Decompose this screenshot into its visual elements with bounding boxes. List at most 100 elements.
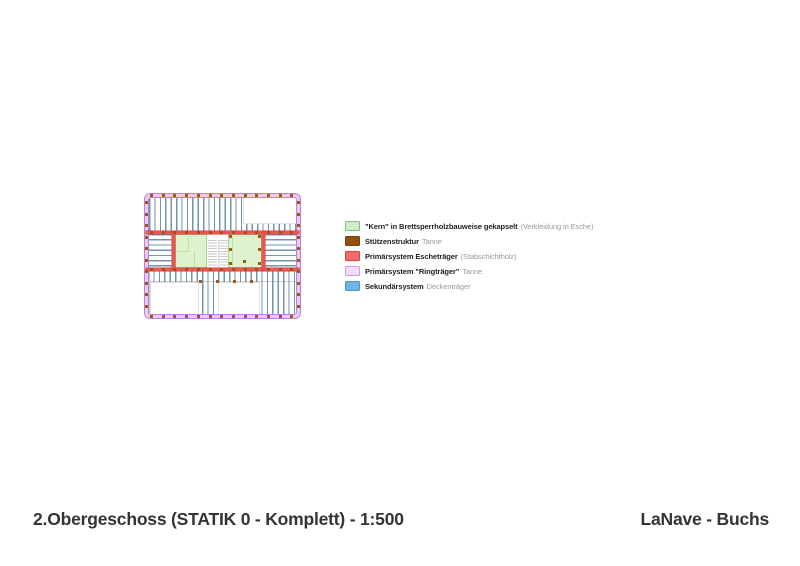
legend-label: Primärsystem Escheträger <box>365 251 458 261</box>
ring-girder-border <box>144 193 301 319</box>
column-dot <box>267 315 270 318</box>
column-dot <box>145 235 148 239</box>
legend-swatch <box>345 266 360 276</box>
column-dot <box>297 270 300 273</box>
legend-swatch <box>345 281 360 291</box>
column-dot <box>297 247 300 250</box>
column-dot <box>196 315 200 318</box>
column-dot <box>229 262 232 265</box>
column-dot <box>145 224 148 227</box>
legend-item-primaersystem-eschetraeger: Primärsystem Escheträger (Stabschichtholz… <box>345 251 593 261</box>
column-dot <box>255 194 259 197</box>
legend-swatch <box>345 251 360 261</box>
column-dot <box>258 248 261 251</box>
column-dot <box>231 268 235 271</box>
column-dot <box>196 268 200 271</box>
column-dot <box>208 231 212 234</box>
column-dot <box>290 194 294 197</box>
bottom-center-void <box>218 282 260 316</box>
column-dot <box>173 194 177 197</box>
core-wall <box>175 251 189 253</box>
column-dot <box>150 231 153 234</box>
column-dot <box>199 280 202 283</box>
column-dot <box>297 258 300 262</box>
column-dot <box>278 194 282 197</box>
primary-beam-right <box>262 232 265 270</box>
column-dot <box>231 194 235 197</box>
column-dot <box>297 293 300 296</box>
column-dot <box>250 280 253 283</box>
column-dot <box>161 231 165 234</box>
floor-plan <box>144 193 301 319</box>
column-dot <box>229 248 232 251</box>
primary-beam-left <box>172 232 175 270</box>
column-dot <box>196 231 200 234</box>
core-wall <box>194 251 196 267</box>
column-dot <box>233 280 236 283</box>
legend: "Kern" in Brettsperrholzbauweise gekapse… <box>345 221 593 296</box>
legend-suffix: Tanne <box>421 236 442 246</box>
column-dot <box>220 315 224 318</box>
column-dot <box>267 268 270 271</box>
core-wall <box>188 236 190 251</box>
column-dot <box>258 262 261 265</box>
column-dot <box>161 315 165 318</box>
column-dot <box>145 304 148 308</box>
sheet-title: 2.Obergeschoss (STATIK 0 - Komplett) - 1… <box>33 509 404 529</box>
middle-left-joists <box>148 234 173 268</box>
legend-suffix: Deckenträger <box>426 281 471 291</box>
column-dot <box>208 315 212 318</box>
legend-swatch <box>345 221 360 231</box>
column-dot <box>255 315 259 318</box>
bottom-left-void <box>150 282 199 316</box>
column-dot <box>150 194 153 197</box>
column-dot <box>196 194 200 197</box>
column-dot <box>150 268 153 271</box>
stair-flight-right <box>219 240 228 267</box>
legend-label: "Kern" in Brettsperrholzbauweise gekapse… <box>365 221 518 231</box>
column-dot <box>231 315 235 318</box>
column-dot <box>208 268 212 271</box>
column-dot <box>220 231 224 234</box>
column-dot <box>243 231 247 234</box>
legend-suffix: (Stabschichtholz) <box>460 251 517 261</box>
column-dot <box>185 268 189 271</box>
column-dot <box>185 194 189 197</box>
column-dot <box>208 194 212 197</box>
project-name: LaNave - Buchs <box>640 509 770 529</box>
bottom-beam-line <box>148 281 297 282</box>
column-dot <box>290 315 294 318</box>
column-dot <box>278 268 282 271</box>
legend-label: Primärsystem "Ringträger" <box>365 266 460 276</box>
column-dot <box>278 315 282 318</box>
column-dot <box>255 231 259 234</box>
column-dot <box>297 201 300 204</box>
column-dot <box>145 201 148 204</box>
legend-item-kern: "Kern" in Brettsperrholzbauweise gekapse… <box>345 221 593 231</box>
stair-divider <box>217 240 219 267</box>
legend-item-primaersystem-ringtraeger: Primärsystem "Ringträger" Tanne <box>345 266 593 276</box>
column-dot <box>278 231 282 234</box>
column-dot <box>161 194 165 197</box>
column-dot <box>161 268 165 271</box>
column-dot <box>290 268 294 271</box>
legend-suffix: Tanne <box>462 266 483 276</box>
column-dot <box>173 315 177 318</box>
legend-item-sekundaersystem: Sekundärsystem Deckenträger <box>345 281 593 291</box>
column-dot <box>150 315 153 318</box>
column-dot <box>185 231 189 234</box>
column-dot <box>243 260 246 263</box>
legend-item-stuetzenstruktur: Stützenstruktur Tanne <box>345 236 593 246</box>
column-dot <box>243 315 247 318</box>
legend-label: Sekundärsystem <box>365 281 424 291</box>
column-dot <box>267 231 270 234</box>
column-dot <box>297 281 300 285</box>
column-dot <box>185 315 189 318</box>
column-dot <box>297 235 300 239</box>
column-dot <box>145 293 148 296</box>
column-dot <box>229 235 232 238</box>
column-dot <box>216 280 219 283</box>
column-dot <box>145 258 148 262</box>
middle-right-joists <box>265 234 297 268</box>
